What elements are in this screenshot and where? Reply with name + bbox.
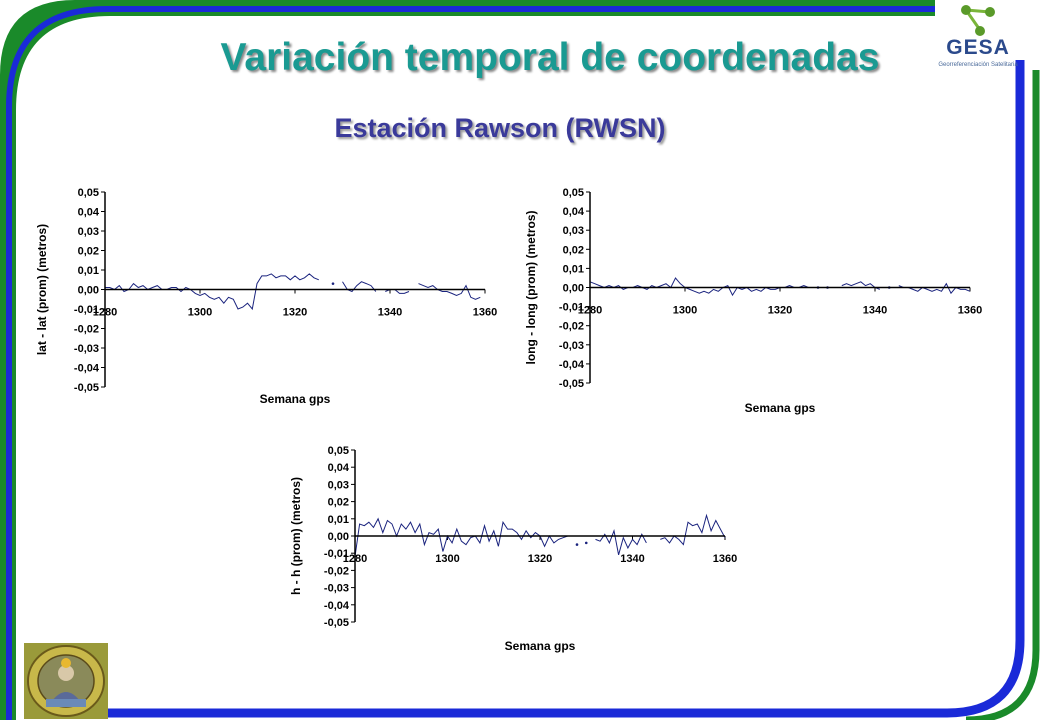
chart-longitude: 0,05 0,04 0,03 0,02 0,01 0,00 -0,01 -0,02 -0,03 -… <box>515 185 995 420</box>
y-tick-label: -0,04 <box>559 359 585 371</box>
frame-blue-top-left <box>6 6 935 720</box>
y-tick-label: -0,05 <box>324 617 349 629</box>
chart-height-svg: 0,05 0,04 0,03 0,02 0,01 0,00 -0,01 -0,02 -0,03 -… <box>289 445 737 653</box>
series-line <box>418 283 481 300</box>
y-tick-label: 0,04 <box>78 207 100 219</box>
y-tick-label: -0,03 <box>559 340 584 352</box>
y-axis-title: h - h (prom) (metros) <box>289 477 303 595</box>
slide-title: Variación temporal de coordenadas <box>220 36 880 79</box>
logo-tagline: Georreferenciación Satelitaria <box>938 62 1018 68</box>
x-axis-title: Semana gps <box>745 401 816 415</box>
x-tick-label: 1340 <box>863 305 887 317</box>
y-tick-label: -0,02 <box>324 565 349 577</box>
x-tick-label: 1360 <box>958 305 982 317</box>
y-tick-label: -0,04 <box>324 600 350 612</box>
y-tick-label: 0,02 <box>328 497 349 509</box>
series-line <box>354 517 568 557</box>
y-tick-label: 0,01 <box>328 514 349 526</box>
chart-latitude: 0,05 0,04 0,03 0,02 0,01 0,00 -0,01 -0,02 -0,03 -… <box>30 180 500 410</box>
university-seal <box>24 643 108 719</box>
y-tick-label: 0,05 <box>328 445 349 457</box>
y-tick-label: 0,02 <box>563 244 584 256</box>
frame-blue-bottom-right <box>100 60 1025 718</box>
y-tick-label: 0,05 <box>78 187 99 199</box>
y-tick-label: 0,05 <box>563 187 584 199</box>
x-tick-label: 1300 <box>188 307 212 319</box>
chart-longitude-svg: 0,05 0,04 0,03 0,02 0,01 0,00 -0,01 -0,02 -0,03 -… <box>524 187 982 415</box>
y-tick-label: -0,01 <box>559 302 584 314</box>
y-tick-label: -0,01 <box>74 304 99 316</box>
y-tick-label: -0,04 <box>74 363 100 375</box>
x-tick-label: 1360 <box>713 553 737 565</box>
series-line <box>660 513 726 546</box>
y-tick-label: -0,02 <box>559 321 584 333</box>
y-tick-label: 0,01 <box>563 263 584 275</box>
y-tick-label: -0,03 <box>74 343 99 355</box>
y-tick-label: 0,03 <box>78 226 99 238</box>
y-tick-label: 0,02 <box>78 246 99 258</box>
y-tick-label: -0,02 <box>74 324 99 336</box>
chart-latitude-svg: 0,05 0,04 0,03 0,02 0,01 0,00 -0,01 -0,02 -0,03 -… <box>35 187 497 406</box>
y-tick-label: -0,03 <box>324 583 349 595</box>
series-line <box>841 281 880 290</box>
y-tick-label: 0,00 <box>328 531 349 543</box>
network-nodes-icon <box>961 5 995 36</box>
y-tick-label: 0,04 <box>328 462 350 474</box>
y-tick-label: -0,05 <box>74 382 99 394</box>
y-tick-label: 0,03 <box>563 225 584 237</box>
frame-green-bottom-right <box>965 70 1040 720</box>
y-tick-label: -0,01 <box>324 548 349 560</box>
slide-subtitle: Estación Rawson (RWSN) <box>334 113 666 143</box>
logo-wordmark: GESA <box>946 36 1010 59</box>
x-tick-label: 1320 <box>283 307 307 319</box>
y-tick-label: 0,00 <box>563 283 584 295</box>
chart-height: 0,05 0,04 0,03 0,02 0,01 0,00 -0,01 -0,02 -0,03 -… <box>280 445 750 660</box>
series-line <box>105 273 319 311</box>
seal-emblem-icon <box>24 643 108 719</box>
y-tick-label: -0,05 <box>559 378 584 390</box>
x-tick-label: 1300 <box>673 305 697 317</box>
y-axis-title: long - long (prom) (metros) <box>524 211 538 365</box>
series-point <box>584 541 588 545</box>
x-tick-label: 1340 <box>620 553 644 565</box>
y-tick-label: 0,01 <box>78 265 99 277</box>
series-line <box>589 277 809 297</box>
y-tick-label: 0,04 <box>563 206 585 218</box>
x-axis-title: Semana gps <box>260 392 331 406</box>
x-axis-title: Semana gps <box>505 639 576 653</box>
x-tick-label: 1340 <box>378 307 402 319</box>
x-tick-label: 1320 <box>768 305 792 317</box>
series-point <box>575 543 579 546</box>
x-tick-label: 1360 <box>473 307 497 319</box>
y-axis-title: lat - lat (prom) (metros) <box>35 224 49 355</box>
gesa-logo: GESA Georreferenciación Satelitaria <box>936 2 1020 76</box>
series-line <box>898 282 971 295</box>
y-tick-label: 0,00 <box>78 285 99 297</box>
series-line <box>595 528 647 556</box>
x-tick-label: 1300 <box>435 553 459 565</box>
y-tick-label: 0,03 <box>328 479 349 491</box>
series-point <box>331 282 335 285</box>
x-tick-label: 1320 <box>528 553 552 565</box>
